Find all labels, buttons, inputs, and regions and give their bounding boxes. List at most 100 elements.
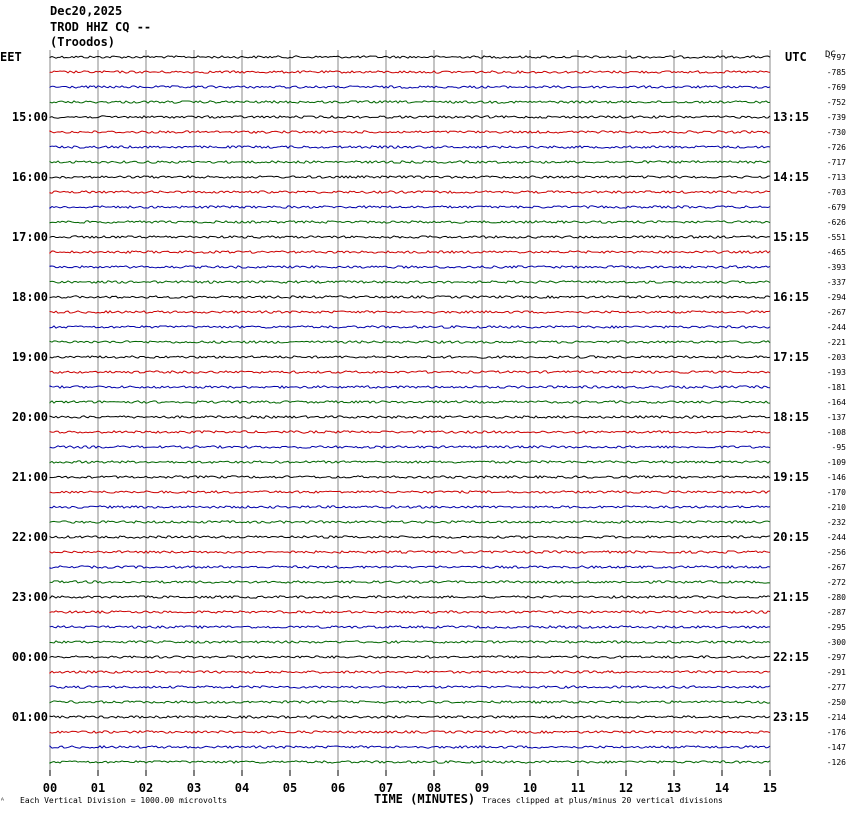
trace-line-17 (49, 295, 771, 299)
dc-offset-label: -232 (827, 518, 846, 527)
dc-offset-label: -797 (827, 53, 846, 62)
trace-line-48 (49, 760, 771, 764)
left-hour-label: 18:00 (12, 290, 48, 304)
dc-offset-label: -256 (827, 548, 846, 557)
trace-line-46 (49, 730, 771, 734)
trace-line-3 (49, 85, 771, 89)
trace-line-2 (49, 70, 771, 74)
left-hour-label: 17:00 (12, 230, 48, 244)
trace-line-47 (49, 745, 771, 749)
dc-offset-label: -297 (827, 653, 846, 662)
trace-line-35 (49, 565, 771, 569)
dc-offset-label: -785 (827, 68, 846, 77)
dc-offset-label: -203 (827, 353, 846, 362)
left-timezone-label: EET (0, 50, 22, 64)
trace-line-37 (49, 595, 771, 600)
dc-offset-label: -626 (827, 218, 846, 227)
dc-offset-label: -730 (827, 128, 846, 137)
dc-offset-label: -295 (827, 623, 846, 632)
corner-mark: ᴬ (0, 796, 5, 805)
trace-line-34 (49, 550, 771, 554)
dc-offset-label: -703 (827, 188, 846, 197)
dc-offset-label: -210 (827, 503, 846, 512)
left-hour-label: 20:00 (12, 410, 48, 424)
trace-line-27 (49, 445, 771, 449)
x-tick-label-14: 14 (715, 781, 729, 795)
dc-offset-label: -181 (827, 383, 846, 392)
dc-offset-label: -291 (827, 668, 846, 677)
trace-line-7 (49, 145, 771, 149)
dc-offset-label: -769 (827, 83, 846, 92)
dc-header-label: DC (825, 50, 836, 60)
right-hour-label: 20:15 (773, 530, 809, 544)
dc-offset-labels: -797 -785 -769 -752 -739 -730 -726 -717 -713 -703… (827, 53, 846, 767)
trace-line-40 (49, 640, 771, 644)
dc-offset-label: -294 (827, 293, 846, 302)
dc-offset-label: -337 (827, 278, 846, 287)
minute-grid (49, 50, 771, 770)
dc-offset-label: -108 (827, 428, 846, 437)
dc-offset-label: -713 (827, 173, 846, 182)
dc-offset-label: -739 (827, 113, 846, 122)
x-tick-label-12: 12 (619, 781, 633, 795)
dc-offset-label: -287 (827, 608, 846, 617)
x-tick-label-08: 08 (427, 781, 441, 795)
dc-offset-label: -250 (827, 698, 846, 707)
left-hour-label: 00:00 (12, 650, 48, 664)
x-tick-label-05: 05 (283, 781, 297, 795)
trace-line-31 (49, 505, 771, 509)
dc-offset-label: -300 (827, 638, 846, 647)
trace-line-24 (49, 400, 771, 404)
right-hour-label: 21:15 (773, 590, 809, 604)
trace-line-23 (49, 385, 771, 389)
dc-offset-label: -170 (827, 488, 846, 497)
trace-line-22 (49, 370, 771, 374)
x-tick-label-01: 01 (91, 781, 105, 795)
right-hour-label: 16:15 (773, 290, 809, 304)
trace-line-39 (49, 625, 771, 629)
dc-offset-label: -109 (827, 458, 846, 467)
trace-line-11 (49, 205, 771, 210)
dc-offset-label: -214 (827, 713, 846, 722)
trace-line-10 (49, 190, 771, 194)
dc-offset-label: -164 (827, 398, 846, 407)
x-tick-label-02: 02 (139, 781, 153, 795)
right-hour-label: 22:15 (773, 650, 809, 664)
trace-line-26 (49, 430, 771, 434)
trace-line-16 (49, 280, 771, 284)
right-hour-label: 13:15 (773, 110, 809, 124)
x-tick-label-07: 07 (379, 781, 393, 795)
trace-line-6 (49, 130, 771, 134)
dc-offset-label: -752 (827, 98, 846, 107)
left-hour-labels: 15:00 16:00 17:00 18:00 19:00 20:00 21:00 22:00… (12, 110, 48, 724)
x-tick-label-11: 11 (571, 781, 585, 795)
station-code: TROD HHZ CQ -- (50, 20, 152, 34)
trace-line-32 (49, 520, 771, 524)
dc-offset-label: -551 (827, 233, 846, 242)
dc-offset-label: -221 (827, 338, 846, 347)
trace-line-5 (49, 115, 771, 119)
dc-offset-label: -717 (827, 158, 846, 167)
dc-offset-label: -465 (827, 248, 846, 257)
right-timezone-label: UTC (785, 50, 807, 64)
trace-line-13 (49, 235, 771, 239)
x-tick-label-00: 00 (43, 781, 57, 795)
x-tick-label-13: 13 (667, 781, 681, 795)
dc-offset-label: -267 (827, 308, 846, 317)
left-hour-label: 22:00 (12, 530, 48, 544)
trace-line-33 (49, 535, 771, 539)
trace-line-20 (49, 340, 771, 344)
dc-offset-label: -393 (827, 263, 846, 272)
station-location: (Troodos) (50, 35, 116, 49)
dc-offset-label: -726 (827, 143, 846, 152)
trace-line-45 (49, 715, 771, 719)
trace-line-14 (49, 250, 771, 255)
trace-line-25 (49, 415, 771, 419)
trace-line-19 (49, 325, 771, 329)
x-axis-ticks: 00 01 02 03 04 05 06 07 08 09 10 11 12 13 14 15 (43, 770, 777, 795)
trace-line-12 (49, 220, 771, 224)
dc-offset-label: -244 (827, 323, 846, 332)
x-axis-label: TIME (MINUTES) (374, 792, 476, 806)
right-hour-label: 17:15 (773, 350, 809, 364)
dc-offset-label: -193 (827, 368, 846, 377)
